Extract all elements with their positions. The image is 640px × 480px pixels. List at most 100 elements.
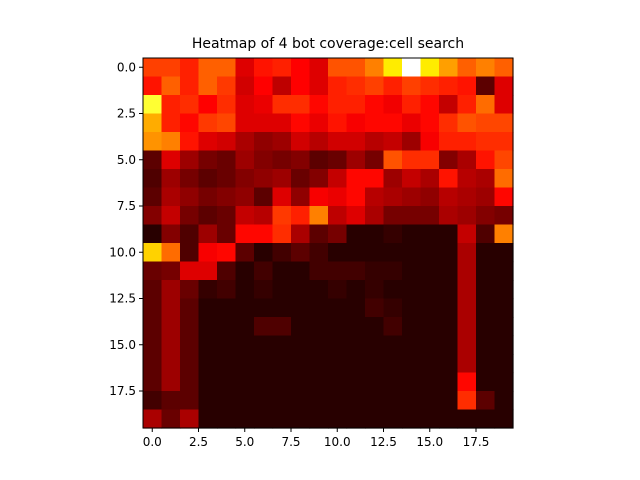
heatmap-cell xyxy=(346,280,366,300)
heatmap-cell xyxy=(143,76,163,96)
heatmap-cell xyxy=(383,169,403,189)
heatmap-cell xyxy=(217,95,237,115)
heatmap-cell xyxy=(328,150,348,170)
heatmap-cell xyxy=(254,317,274,337)
y-tick-label: 17.5 xyxy=(109,384,136,398)
heatmap-cell xyxy=(494,317,514,337)
x-tick-label: 2.5 xyxy=(189,435,208,449)
heatmap-cell xyxy=(180,132,200,152)
heatmap-cell xyxy=(235,113,255,133)
heatmap-cell xyxy=(272,354,292,374)
heatmap-cell xyxy=(346,261,366,281)
heatmap-cell xyxy=(309,206,329,226)
heatmap-cell xyxy=(254,391,274,411)
heatmap-cell xyxy=(420,409,440,429)
heatmap-cell xyxy=(420,224,440,244)
heatmap-cell xyxy=(291,132,311,152)
heatmap-cell xyxy=(309,335,329,355)
heatmap-cell xyxy=(180,224,200,244)
heatmap-cell xyxy=(402,206,422,226)
heatmap-cell xyxy=(420,391,440,411)
heatmap-cell xyxy=(254,261,274,281)
heatmap-cell xyxy=(365,76,385,96)
heatmap-cell xyxy=(476,317,496,337)
heatmap-cell xyxy=(457,113,477,133)
heatmap-cell xyxy=(217,187,237,207)
heatmap-cell xyxy=(309,187,329,207)
heatmap-cell xyxy=(198,169,218,189)
heatmap-cell xyxy=(346,354,366,374)
heatmap-cell xyxy=(161,95,181,115)
heatmap-cell xyxy=(402,76,422,96)
heatmap-cell xyxy=(272,372,292,392)
heatmap-cell xyxy=(143,354,163,374)
heatmap-cell xyxy=(476,206,496,226)
heatmap-cell xyxy=(272,243,292,263)
heatmap-cell xyxy=(161,409,181,429)
heatmap-cell xyxy=(272,187,292,207)
heatmap-cell xyxy=(494,354,514,374)
heatmap-cell xyxy=(328,169,348,189)
heatmap-cell xyxy=(309,132,329,152)
heatmap-cell xyxy=(346,372,366,392)
heatmap-cell xyxy=(420,187,440,207)
heatmap-cell xyxy=(161,169,181,189)
heatmap-cell xyxy=(457,280,477,300)
heatmap-cell xyxy=(402,224,422,244)
heatmap-cell xyxy=(494,206,514,226)
heatmap-cell xyxy=(402,335,422,355)
heatmap-cell xyxy=(254,113,274,133)
heatmap-cell xyxy=(476,113,496,133)
heatmap-cell xyxy=(235,243,255,263)
heatmap-cell xyxy=(402,169,422,189)
heatmap-cell xyxy=(383,298,403,318)
heatmap-cell xyxy=(476,372,496,392)
heatmap-cell xyxy=(235,335,255,355)
heatmap-cell xyxy=(402,391,422,411)
heatmap-cell xyxy=(346,95,366,115)
heatmap-cell xyxy=(272,391,292,411)
heatmap-cell xyxy=(365,243,385,263)
heatmap-cell xyxy=(383,76,403,96)
heatmap-cell xyxy=(439,280,459,300)
heatmap-cell xyxy=(328,132,348,152)
heatmap-cell xyxy=(198,280,218,300)
heatmap-cell xyxy=(180,391,200,411)
heatmap-cell xyxy=(235,317,255,337)
heatmap-cell xyxy=(439,187,459,207)
heatmap-cell xyxy=(272,317,292,337)
heatmap-cell xyxy=(143,169,163,189)
heatmap-cell xyxy=(383,224,403,244)
heatmap-cell xyxy=(217,243,237,263)
heatmap-cell xyxy=(439,224,459,244)
heatmap-cell xyxy=(180,76,200,96)
heatmap-cell xyxy=(494,409,514,429)
heatmap-cell xyxy=(309,113,329,133)
heatmap-cell xyxy=(272,58,292,78)
heatmap-cell xyxy=(494,132,514,152)
heatmap-cell xyxy=(198,206,218,226)
heatmap-cell xyxy=(383,261,403,281)
heatmap-cell xyxy=(291,58,311,78)
heatmap-cell xyxy=(383,243,403,263)
heatmap-cell xyxy=(420,206,440,226)
heatmap-cell xyxy=(198,187,218,207)
y-tick-label: 0.0 xyxy=(117,60,136,74)
heatmap-cell xyxy=(457,76,477,96)
heatmap-cell xyxy=(402,187,422,207)
heatmap-cell xyxy=(217,261,237,281)
heatmap-cell xyxy=(494,113,514,133)
heatmap-cell xyxy=(291,187,311,207)
heatmap-cell xyxy=(198,335,218,355)
heatmap-cell xyxy=(180,187,200,207)
heatmap-cell xyxy=(476,391,496,411)
heatmap-cell xyxy=(439,150,459,170)
y-tick-label: 12.5 xyxy=(109,292,136,306)
heatmap-cell xyxy=(180,150,200,170)
heatmap-cell xyxy=(161,354,181,374)
heatmap-cells xyxy=(143,58,514,429)
heatmap-cell xyxy=(346,391,366,411)
heatmap-cell xyxy=(328,76,348,96)
heatmap-cell xyxy=(346,76,366,96)
heatmap-cell xyxy=(309,298,329,318)
